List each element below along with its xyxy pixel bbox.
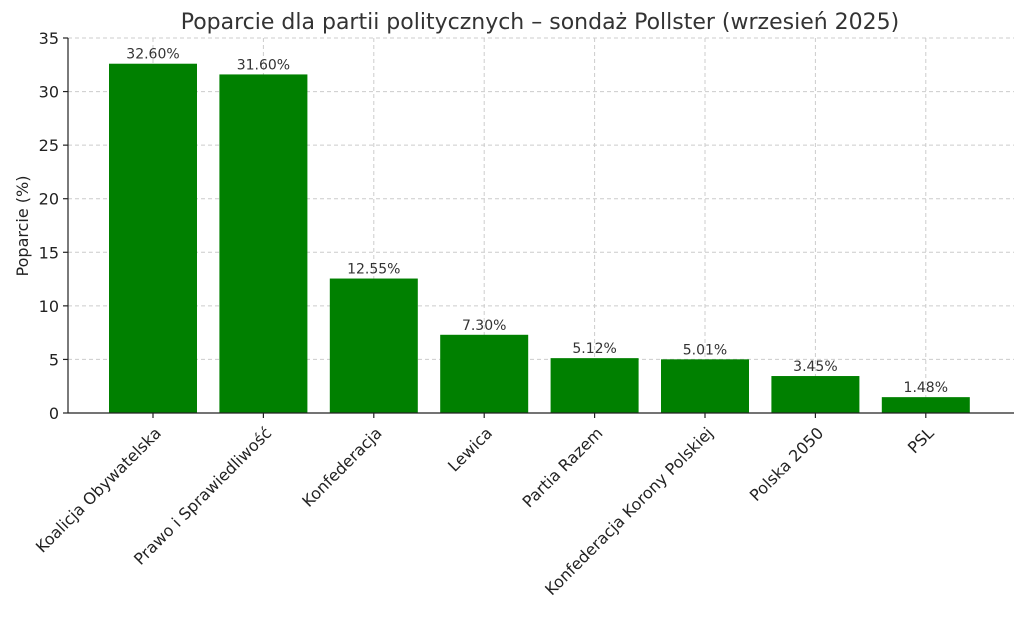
y-tick-label: 30 — [39, 83, 59, 102]
bar — [109, 63, 197, 413]
x-tick-label: Konfederacja — [298, 423, 385, 510]
y-tick-label: 0 — [49, 404, 59, 423]
data-label: 12.55% — [347, 262, 400, 278]
y-axis-label: Poparcie (%) — [13, 176, 32, 277]
y-tick-label: 20 — [39, 190, 59, 209]
data-labels-layer: 32.60% 31.60% 12.55% 7.30% 5.12% 5.01% 3.45% 1.… — [126, 47, 948, 396]
data-label: 3.45% — [793, 359, 837, 375]
bar — [329, 278, 418, 413]
x-tick-label: Koalicja Obywatelska — [32, 423, 165, 556]
x-tick-label: Lewica — [444, 423, 496, 475]
bar — [550, 358, 639, 413]
y-tick-label: 15 — [39, 243, 59, 262]
bar — [771, 376, 860, 413]
x-tick-label: Polska 2050 — [746, 423, 827, 504]
data-label: 32.60% — [126, 47, 179, 63]
axes-layer — [67, 38, 1014, 414]
bar — [440, 334, 529, 413]
bar — [881, 397, 970, 413]
bar — [219, 74, 308, 413]
data-label: 31.60% — [237, 57, 290, 73]
bars-layer — [109, 63, 970, 413]
data-label: 5.12% — [572, 341, 616, 357]
y-tick-label: 25 — [39, 136, 59, 155]
y-tick-label: 5 — [49, 350, 59, 369]
y-tick-label: 35 — [39, 29, 59, 48]
data-label: 7.30% — [462, 318, 506, 334]
data-label: 1.48% — [904, 380, 948, 396]
x-tick-label: Partia Razem — [519, 423, 607, 511]
data-label: 5.01% — [683, 342, 727, 358]
y-ticks-layer: 0 5 10 15 20 25 30 35 — [39, 29, 68, 423]
x-tick-label: PSL — [904, 423, 938, 457]
grid-layer — [68, 37, 1014, 414]
bar — [661, 359, 749, 413]
y-tick-label: 10 — [39, 297, 59, 316]
chart-title: Poparcie dla partii politycznych – sonda… — [181, 10, 900, 35]
